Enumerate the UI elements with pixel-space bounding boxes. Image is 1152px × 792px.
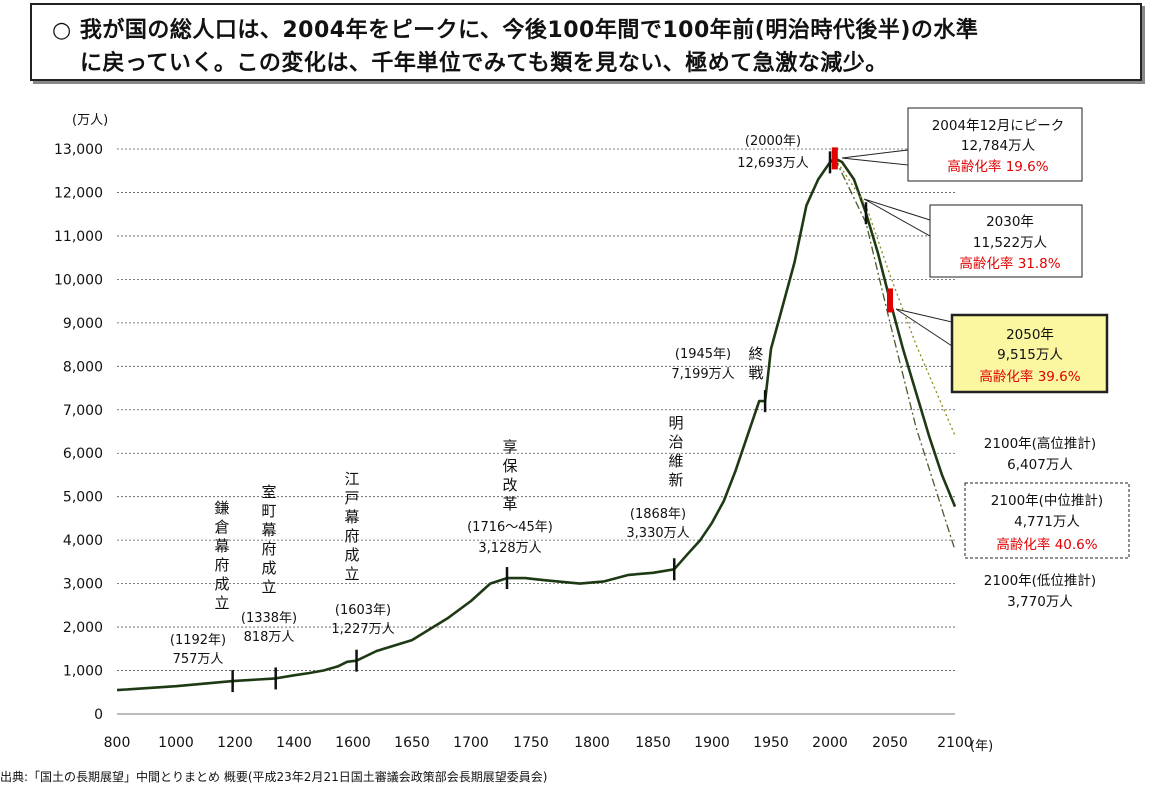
annotation-text: 3,770万人 (1007, 594, 1073, 610)
series-line-low (834, 158, 956, 551)
callout-pointer (841, 149, 909, 166)
x-tick-label: 1850 (635, 735, 671, 751)
annotation-text: 12,784万人 (961, 138, 1036, 154)
y-tick-label: 3,000 (63, 577, 103, 593)
vertical-label: 鎌倉幕府成立 (214, 499, 229, 612)
x-tick-label: 2050 (872, 735, 908, 751)
x-tick-label: 1650 (394, 735, 430, 751)
annotation-text: 9,515万人 (997, 347, 1063, 363)
annotation-text: 1,227万人 (331, 622, 394, 637)
y-tick-label: 5,000 (63, 490, 103, 506)
annotation-text: 2004年12月にピーク (932, 118, 1065, 134)
annotation-text: (1192年) (170, 633, 226, 648)
annotation-text: 2100年(中位推計) (991, 493, 1103, 509)
annotation-text: (1338年) (241, 611, 297, 626)
vertical-label: 終戦 (748, 345, 763, 382)
x-tick-label: 2100 (937, 735, 973, 751)
annotation-text: 3,128万人 (478, 541, 541, 556)
marker (274, 667, 277, 690)
x-tick-label: 1900 (694, 735, 730, 751)
marker (887, 288, 893, 313)
y-tick-label: 8,000 (63, 359, 103, 375)
x-tick-label: 1950 (753, 735, 789, 751)
annotation-text: 高齢化率 19.6% (947, 158, 1048, 175)
x-tick-label: 1800 (574, 735, 610, 751)
annotation-text: 高齢化率 39.6% (979, 368, 1080, 385)
annotation-text: 2030年 (986, 214, 1034, 230)
marker (828, 151, 832, 174)
y-axis-ticks: 0 1,000 2,000 3,000 4,000 5,000 6,000 7,000 8,00… (54, 142, 103, 723)
marker (231, 670, 234, 693)
y-tick-label: 0 (94, 707, 103, 723)
y-tick-label: 10,000 (54, 272, 103, 288)
marker (505, 567, 509, 590)
y-tick-label: 7,000 (63, 403, 103, 419)
callout-box (950, 313, 1109, 394)
annotations: 鎌倉幕府成立 (1192年) 757万人 室町幕府成立 (1338年) 818万人 江戸幕府… (170, 107, 1130, 693)
annotation-text: 高齢化率 31.8% (959, 255, 1060, 272)
callout-pointer (895, 308, 953, 347)
annotation-text: 2100年(高位推計) (984, 435, 1096, 452)
annotation-text: 3,330万人 (626, 526, 689, 541)
vertical-label: 江戸幕府成立 (344, 470, 359, 583)
y-tick-label: 9,000 (63, 316, 103, 332)
annotation-text: 818万人 (244, 630, 295, 645)
callout-pointer (863, 198, 931, 237)
source-note: 出典:「国土の長期展望」中間とりまとめ 概要(平成23年2月21日国土審議会政策… (0, 770, 548, 784)
annotation-text: 4,771万人 (1014, 514, 1080, 530)
x-tick-label: 1700 (453, 735, 489, 751)
callout-box (907, 107, 1083, 182)
y-tick-label: 6,000 (63, 446, 103, 462)
title-line-1: ○ 我が国の総人口は、2004年をピークに、今後100年間で100年前(明治時代… (52, 18, 979, 43)
annotation-text: (1945年) (675, 347, 731, 362)
vertical-label: 享保改革 (502, 438, 517, 513)
marker (864, 202, 868, 225)
annotation-text: (1716〜45年) (467, 520, 553, 535)
x-tick-label: 1600 (335, 735, 371, 751)
annotation-text: 7,199万人 (671, 367, 734, 382)
title-line-2: に戻っていく。この変化は、千年単位でみても類を見ない、極めて急激な減少。 (80, 51, 888, 76)
callout-box (964, 482, 1130, 559)
y-tick-label: 1,000 (63, 664, 103, 680)
annotation-text: 2100年(低位推計) (984, 573, 1096, 589)
annotation-text: 11,522万人 (973, 235, 1048, 251)
title-box: ○ 我が国の総人口は、2004年をピークに、今後100年間で100年前(明治時代… (30, 3, 1142, 81)
x-axis-ticks: 800 1000 1200 1400 1600 1650 1700 1750 1800 1850 1… (104, 735, 973, 751)
x-tick-label: 2000 (812, 735, 848, 751)
annotation-text: (1868年) (630, 507, 686, 522)
x-tick-label: 1200 (217, 735, 253, 751)
gridlines (117, 148, 955, 715)
x-tick-label: 800 (104, 735, 131, 751)
y-tick-label: 12,000 (54, 185, 103, 201)
annotation-text: 6,407万人 (1007, 457, 1073, 473)
annotation-text: 高齢化率 40.6% (996, 536, 1097, 553)
annotation-text: (2000年) (745, 134, 801, 149)
annotation-text: 2050年 (1006, 327, 1054, 343)
callout-box (929, 204, 1083, 278)
y-tick-label: 2,000 (63, 620, 103, 636)
y-tick-label: 13,000 (54, 142, 103, 158)
x-tick-label: 1750 (513, 735, 549, 751)
annotation-text: (1603年) (335, 603, 391, 618)
marker (672, 558, 676, 581)
y-tick-label: 11,000 (54, 229, 103, 245)
x-tick-label: 1400 (276, 735, 312, 751)
marker (831, 147, 838, 170)
x-tick-label: 1000 (158, 735, 194, 751)
marker (355, 649, 358, 672)
annotation-text: 12,693万人 (737, 156, 809, 171)
marker (763, 390, 767, 413)
series-line-high (834, 158, 956, 436)
annotation-text: 757万人 (173, 652, 224, 667)
x-axis-unit: (年) (970, 739, 993, 754)
vertical-label: 明治維新 (668, 414, 683, 489)
y-tick-label: 4,000 (63, 533, 103, 549)
series-line-actual (116, 157, 836, 692)
vertical-label: 室町幕府成立 (261, 483, 276, 596)
y-axis-unit: (万人) (72, 113, 108, 128)
